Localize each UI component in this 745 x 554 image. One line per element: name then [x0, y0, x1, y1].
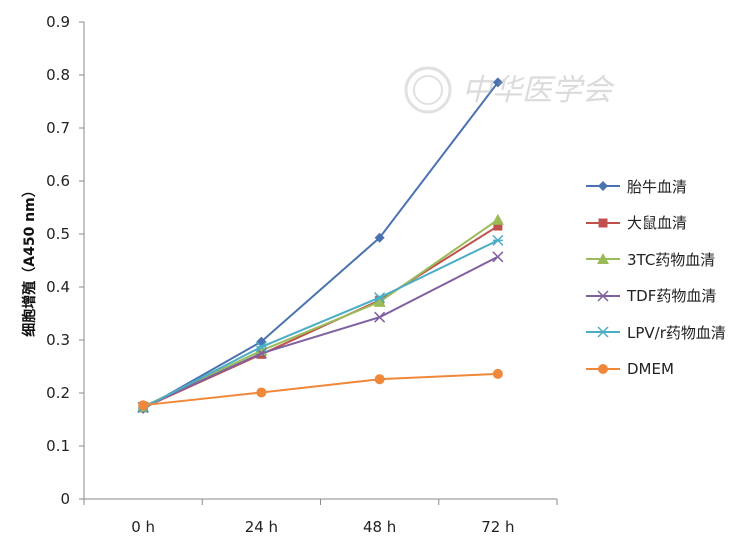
legend-label: DMEM: [627, 359, 674, 378]
y-tick-label: 0.6: [46, 172, 70, 190]
legend-swatch: [586, 218, 620, 228]
data-point: [255, 341, 267, 353]
x-axis: [83, 498, 558, 505]
chart-legend: 胎牛血清大鼠血清 3TC药物血清 TDF药物血清 LPV/r药物血清 DMEM: [585, 168, 745, 387]
legend-label: 大鼠血清: [627, 214, 688, 233]
legend-label: LPV/r药物血清: [627, 323, 726, 342]
x-tick-label: 72 h: [481, 518, 514, 536]
legend-swatch: [586, 253, 620, 265]
legend-item: DMEM: [585, 351, 745, 388]
y-axis: [79, 21, 85, 500]
x-tick-label: 48 h: [363, 518, 396, 536]
series-4: [137, 251, 504, 413]
legend-item: TDF药物血清: [585, 278, 745, 315]
legend-swatch: [586, 290, 620, 302]
y-tick-label: 0.7: [46, 119, 70, 137]
data-point: [491, 213, 504, 225]
x-tick-label: 0 h: [131, 518, 155, 536]
series-6: [138, 368, 503, 411]
data-point: [374, 311, 386, 323]
legend-item: LPV/r药物血清: [585, 314, 745, 351]
y-tick-label: 0.5: [46, 225, 70, 243]
data-point: [374, 232, 385, 243]
data-point: [492, 368, 503, 379]
y-tick-label: 0: [60, 490, 70, 508]
data-point: [492, 234, 504, 246]
legend-label: 胎牛血清: [627, 177, 688, 196]
y-tick-label: 0.8: [46, 66, 70, 84]
data-point: [374, 292, 386, 304]
data-point: [492, 251, 504, 263]
legend-swatch: [586, 363, 620, 374]
legend-swatch: [586, 326, 620, 338]
data-point: [492, 77, 503, 88]
data-point: [373, 295, 386, 307]
data-point: [374, 374, 385, 385]
legend-item: 胎牛血清: [585, 168, 745, 205]
y-tick-labels: 0 0.1 0.2 0.3 0.4 0.5 0.6 0.7 0.8 0.9: [46, 13, 70, 508]
series-line: [143, 372, 498, 407]
y-tick-label: 0.9: [46, 13, 70, 31]
legend-swatch: [586, 181, 620, 192]
data-point: [138, 400, 149, 411]
seal-icon: [404, 66, 452, 114]
series-1: [138, 77, 503, 414]
series-line: [142, 255, 499, 409]
data-point: [256, 387, 267, 398]
legend-item: 大鼠血清: [585, 205, 745, 242]
series-line: [142, 239, 499, 409]
series-line: [142, 81, 499, 410]
legend-item: 3TC药物血清: [585, 241, 745, 278]
legend-label: 3TC药物血清: [627, 250, 716, 269]
legend-label: TDF药物血清: [627, 287, 717, 306]
series-layer: [137, 77, 504, 414]
series-line: [142, 218, 499, 408]
x-tick-labels: 0 h 24 h 48 h 72 h: [131, 518, 514, 536]
y-tick-label: 0.3: [46, 331, 70, 349]
y-tick-label: 0.2: [46, 384, 70, 402]
y-axis-label: 细胞增殖（A450 nm）: [21, 183, 38, 337]
watermark-text: 中华医学会: [462, 73, 615, 108]
data-point: [493, 221, 503, 231]
x-tick-label: 24 h: [245, 518, 278, 536]
y-tick-label: 0.1: [46, 437, 70, 455]
watermark-logo: 中华医学会: [400, 62, 700, 126]
y-tick-label: 0.4: [46, 278, 70, 296]
